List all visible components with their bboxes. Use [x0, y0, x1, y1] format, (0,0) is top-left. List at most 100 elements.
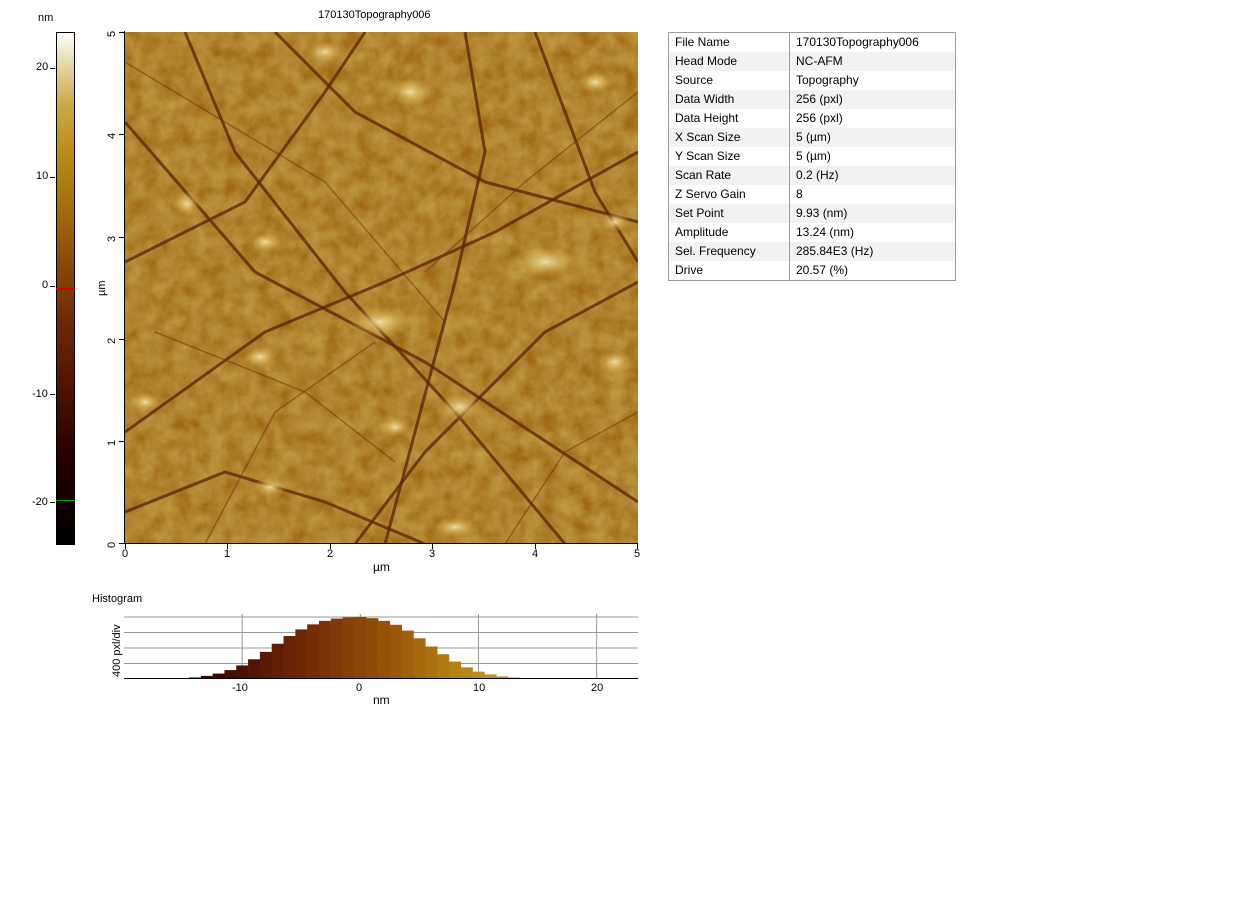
- info-value: 256 (pxl): [789, 90, 956, 109]
- info-row: X Scan Size 5 (µm): [668, 128, 956, 147]
- y-tick-mark: [119, 32, 124, 33]
- info-key: Y Scan Size: [668, 147, 790, 166]
- y-tick-label: 0: [106, 541, 118, 548]
- y-tick-mark: [119, 543, 124, 544]
- info-row: Z Servo Gain 8: [668, 185, 956, 204]
- x-tick-label: 0: [122, 548, 129, 560]
- y-tick-label: 5: [106, 30, 118, 37]
- info-row: Sel. Frequency 285.84E3 (Hz): [668, 242, 956, 261]
- info-value: 13.24 (nm): [796, 225, 855, 239]
- info-key: Sel. Frequency: [668, 242, 790, 261]
- y-tick-label: 4: [106, 132, 118, 139]
- info-row: Set Point 9.93 (nm): [668, 204, 956, 223]
- y-tick-label: 1: [106, 439, 118, 446]
- histogram-bar: [484, 674, 497, 679]
- info-value: 0.2 (Hz): [789, 166, 956, 185]
- histogram-x-tick-label: 10: [473, 682, 486, 694]
- colorbar-tick-mark: [50, 502, 55, 503]
- y-tick-mark: [119, 441, 124, 442]
- x-tick-label: 3: [429, 548, 436, 560]
- info-key: Scan Rate: [668, 166, 790, 185]
- x-tick-label: 5: [634, 548, 641, 560]
- info-key: Head Mode: [668, 52, 790, 71]
- histogram-bar: [342, 617, 355, 679]
- histogram-x-tick-label: 20: [591, 682, 604, 694]
- info-value: NC-AFM: [789, 52, 956, 71]
- colorbar-tick-label: -20: [32, 496, 48, 508]
- colorbar-tick-label: -10: [32, 388, 48, 400]
- histogram-bar: [307, 624, 320, 679]
- info-row: Head Mode NC-AFM: [668, 52, 956, 71]
- info-key: Data Width: [668, 90, 790, 109]
- x-tick-label: 4: [532, 548, 539, 560]
- colorbar-tick-mark: [50, 394, 55, 395]
- info-value: 20.57 (%): [796, 263, 849, 277]
- info-row: Drive 20.57 (%): [668, 261, 956, 281]
- histogram-x-tick-label: 0: [356, 682, 363, 694]
- histogram-bar: [330, 618, 343, 679]
- info-value: 5 (µm): [789, 128, 956, 147]
- y-tick-label: 2: [106, 337, 118, 344]
- colorbar-tick-mark: [50, 177, 55, 178]
- info-key: X Scan Size: [668, 128, 790, 147]
- histogram-bar: [378, 620, 391, 679]
- colorbar-tick-label: 10: [36, 170, 49, 182]
- histogram-x-tick-label: -10: [232, 682, 248, 694]
- histogram-chart: [124, 614, 638, 679]
- histogram-bar: [401, 630, 414, 679]
- colorbar-tick-label: 20: [36, 61, 49, 73]
- topography-image: [125, 32, 638, 544]
- histogram-y-label: 400 pxl/div: [111, 624, 123, 677]
- histogram-bar: [425, 646, 438, 679]
- info-value: 9.93 (nm): [789, 204, 956, 223]
- info-value: 256 (pxl): [796, 111, 843, 125]
- image-title: 170130Topography006: [318, 9, 431, 21]
- x-tick-label: 2: [327, 548, 334, 560]
- info-value: 8: [796, 187, 803, 201]
- histogram-x-axis-label: nm: [373, 693, 390, 707]
- y-tick-mark: [119, 339, 124, 340]
- x-tick-label: 1: [224, 548, 231, 560]
- histogram-x-axis: [124, 678, 638, 679]
- colorbar-tick-mark: [50, 68, 55, 69]
- info-row: Data Width 256 (pxl): [668, 90, 956, 109]
- info-value: 285.84E3 (Hz): [789, 242, 956, 261]
- histogram-bar: [496, 676, 509, 679]
- x-tick-mark: [535, 544, 536, 549]
- info-row: Y Scan Size 5 (µm): [668, 147, 956, 166]
- colorbar-tick-mark: [50, 286, 55, 287]
- histogram-bar: [354, 617, 367, 679]
- histogram-bar: [366, 618, 379, 679]
- y-axis-label: µm: [96, 280, 108, 296]
- info-key: Data Height: [668, 109, 790, 128]
- y-tick-mark: [119, 134, 124, 135]
- histogram-bar: [413, 638, 426, 679]
- y-tick-label: 3: [106, 235, 118, 242]
- histogram-bar: [472, 671, 485, 679]
- image-axes-frame: [124, 31, 638, 544]
- histogram-bar: [389, 624, 402, 679]
- colorbar-tick-label: 0: [42, 279, 49, 291]
- x-axis-label: µm: [373, 560, 390, 574]
- histogram-bar: [236, 665, 249, 679]
- colorbar-unit: nm: [38, 12, 54, 24]
- x-tick-mark: [330, 544, 331, 549]
- y-tick-mark: [119, 237, 124, 238]
- x-tick-mark: [227, 544, 228, 549]
- info-row: Scan Rate 0.2 (Hz): [668, 166, 956, 185]
- histogram-bar: [224, 670, 237, 679]
- histogram-bar: [460, 667, 473, 679]
- histogram-bar: [318, 620, 332, 679]
- info-key: File Name: [668, 32, 790, 52]
- info-row: Data Height 256 (pxl): [668, 109, 956, 128]
- histogram-bar: [200, 675, 213, 679]
- info-value: 5 (µm): [796, 149, 831, 163]
- x-tick-mark: [125, 544, 126, 549]
- info-key: Drive: [668, 261, 790, 281]
- histogram-label: Histogram: [92, 593, 143, 605]
- histogram-bar: [448, 661, 462, 679]
- histogram-bar: [212, 673, 225, 679]
- scan-info-table: File Name 170130Topography006 Head Mode NC-…: [668, 32, 956, 281]
- colorbar-zero-marker: [56, 288, 75, 290]
- info-value: Topography: [796, 73, 859, 87]
